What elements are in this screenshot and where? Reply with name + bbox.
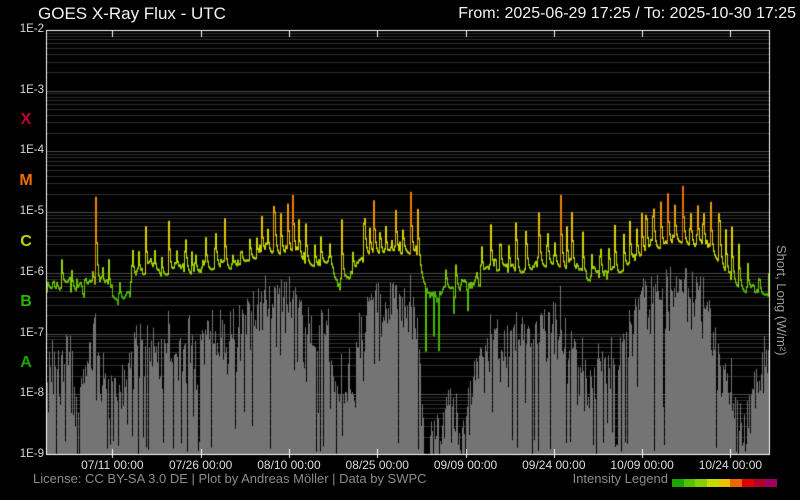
page-title: GOES X-Ray Flux - UTC: [38, 4, 226, 23]
x-tick-label: 09/24 00:00: [522, 458, 586, 472]
x-tick-label: 08/25 00:00: [345, 458, 409, 472]
class-letter-B: B: [20, 293, 32, 311]
x-tick-label: 08/10 00:00: [257, 458, 321, 472]
y-tick-label: 1E-5: [19, 205, 44, 218]
legend-color-segment: [742, 479, 754, 487]
class-letter-M: M: [19, 171, 33, 189]
legend-color-segment: [730, 479, 743, 487]
y-tick-label: 1E-4: [19, 144, 44, 157]
time-range-label: From: 2025-06-29 17:25 / To: 2025-10-30 …: [458, 5, 796, 22]
x-tick-label: 09/09 00:00: [433, 458, 498, 472]
y-tick-label: 1E-3: [19, 83, 44, 96]
legend-color-segment: [683, 479, 696, 487]
x-tick-label: 10/24 00:00: [698, 458, 763, 472]
x-tick-label: 10/09 00:00: [610, 458, 674, 472]
y-tick-label: 1E-2: [19, 23, 44, 35]
y-tick-label: 1E-6: [19, 265, 44, 278]
y-tick-label: 1E-8: [19, 387, 44, 400]
right-axis-label: Short, Long (W/m²): [774, 244, 789, 356]
legend-color-segment: [765, 479, 778, 487]
legend-color-segment: [672, 479, 684, 487]
legend-color-segment: [718, 479, 731, 487]
y-tick-label: 1E-9: [19, 448, 44, 460]
x-tick-label: 07/11 00:00: [81, 458, 144, 472]
class-letter-A: A: [20, 353, 32, 371]
class-letter-X: X: [20, 111, 32, 129]
legend-color-segment: [707, 479, 719, 487]
class-letter-C: C: [20, 232, 32, 250]
legend-color-segment: [753, 479, 766, 487]
x-tick-label: 07/26 00:00: [168, 458, 233, 472]
license-text: License: CC BY-SA 3.0 DE | Plot by Andre…: [33, 471, 427, 486]
intensity-legend-label: Intensity Legend: [572, 471, 668, 486]
legend-color-segment: [695, 479, 708, 487]
y-tick-label: 1E-7: [19, 326, 44, 339]
intensity-legend-bar: [672, 479, 778, 487]
